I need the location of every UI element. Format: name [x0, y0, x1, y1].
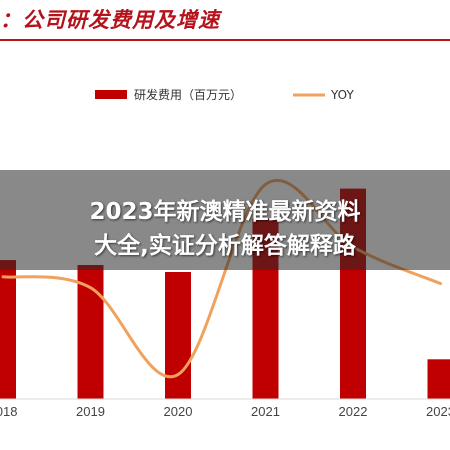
bar-2020 [165, 271, 191, 399]
x-tick-2018: 2018 [0, 404, 17, 419]
x-tick-2023: 2023 [426, 404, 450, 419]
watermark-overlay: 2023年新澳精准最新资料 大全,实证分析解答解释路 [0, 170, 450, 270]
legend-line-label: YOY [330, 88, 354, 102]
x-tick-2019: 2019 [76, 404, 105, 419]
legend: 研发费用（百万元） YOY [95, 87, 354, 102]
bar-2018 [0, 260, 16, 399]
x-tick-labels: 2018 2019 2020 2021 2022 2023 [0, 404, 450, 419]
x-tick-2022: 2022 [339, 404, 368, 419]
bar-2019 [77, 265, 104, 399]
bar-2023 [427, 359, 450, 399]
overlay-text-line-1: 2023年新澳精准最新资料 [89, 199, 361, 225]
overlay-text-line-2: 大全,实证分析解答解释路 [94, 233, 356, 259]
legend-bar-swatch [95, 90, 127, 99]
x-tick-2021: 2021 [251, 404, 280, 419]
x-tick-2020: 2020 [164, 404, 193, 419]
page-header: ：公司研发费用及增速 [0, 0, 450, 41]
title-underline [0, 39, 450, 41]
legend-bar-label: 研发费用（百万元） [134, 87, 242, 102]
page-title: ：公司研发费用及增速 [0, 7, 220, 32]
